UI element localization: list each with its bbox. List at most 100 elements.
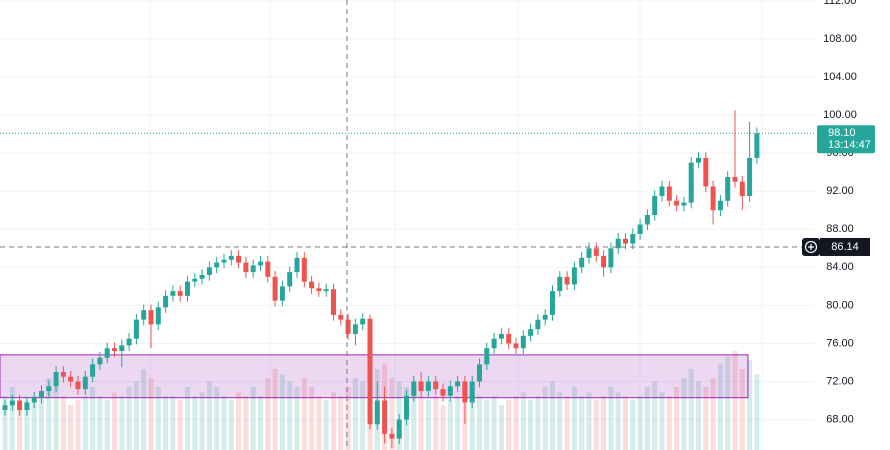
volume-bar	[586, 392, 592, 450]
candle-body	[520, 335, 526, 349]
volume-bar	[141, 369, 147, 450]
volume-bar	[331, 392, 336, 450]
candle-body	[185, 281, 190, 296]
candle-body	[389, 433, 395, 439]
candle-body	[747, 157, 753, 196]
countdown: 13:14:47	[828, 139, 871, 151]
candle-body	[739, 181, 745, 196]
volume-bar	[258, 396, 263, 450]
volume-bar	[323, 399, 329, 450]
candle-body	[367, 318, 373, 425]
candle-body	[60, 371, 66, 377]
candle-body	[498, 333, 504, 339]
candle-body	[550, 291, 555, 315]
volume-bar	[557, 392, 563, 450]
volume-bar	[250, 387, 256, 450]
volume-bar	[31, 396, 37, 450]
crosshair-plus-icon	[804, 240, 818, 254]
candle-body	[265, 261, 271, 277]
candle-body	[462, 381, 468, 403]
volume-bar	[637, 396, 643, 450]
candle-body	[710, 186, 716, 211]
candle-body	[528, 329, 534, 336]
y-tick-label: 68.00	[826, 413, 854, 425]
volume-bar	[550, 381, 555, 450]
candle-body	[484, 348, 490, 365]
volume-bar	[214, 387, 220, 450]
candle-body	[258, 261, 263, 266]
volume-bar	[425, 399, 431, 450]
volume-bar	[53, 387, 59, 450]
candle-body	[112, 348, 117, 352]
volume-bar	[732, 351, 738, 450]
candle-body	[309, 281, 315, 289]
volume-bar	[265, 378, 271, 450]
candle-body	[630, 234, 636, 244]
volume-bar	[506, 399, 512, 450]
candle-body	[279, 286, 285, 301]
volume-bar	[469, 392, 475, 450]
volume-bar	[279, 374, 285, 450]
candle-body	[141, 310, 147, 320]
volume-bar	[2, 396, 8, 450]
candle-body	[97, 357, 103, 365]
volume-bar	[630, 399, 636, 450]
candle-body	[535, 319, 541, 330]
volume-bar	[440, 405, 446, 450]
candle-body	[440, 389, 446, 396]
candle-body	[564, 276, 570, 285]
crosshair-price-box	[820, 237, 870, 256]
volume-bar	[498, 405, 504, 450]
candle-body	[455, 381, 461, 387]
volume-bar	[24, 399, 30, 450]
volume-bar	[90, 387, 96, 450]
volume-bar	[564, 396, 570, 450]
volume-bar	[623, 396, 628, 450]
candle-body	[46, 386, 52, 392]
candle-body	[206, 267, 212, 275]
volume-bar	[710, 378, 716, 450]
volume-bar	[243, 396, 249, 450]
candle-body	[433, 381, 439, 390]
volume-bar	[17, 405, 23, 450]
candle-body	[243, 262, 249, 273]
volume-bar	[484, 399, 490, 450]
candle-body	[732, 176, 738, 182]
candle-body	[754, 133, 760, 158]
volume-bar	[82, 396, 88, 450]
y-tick-label: 88.00	[826, 223, 854, 235]
y-tick-label: 76.00	[826, 337, 854, 349]
volume-bar	[754, 374, 760, 450]
candle-body	[287, 272, 293, 287]
volume-bar	[542, 387, 548, 450]
candle-body	[199, 274, 205, 279]
candle-body	[506, 333, 512, 344]
candle-body	[557, 276, 563, 292]
candle-body	[586, 248, 592, 258]
volume-bar	[221, 396, 227, 450]
volume-bar	[192, 396, 198, 450]
candle-body	[221, 259, 227, 263]
volume-bar	[688, 369, 694, 450]
volume-bar	[608, 387, 614, 450]
candle-body	[425, 381, 431, 392]
volume-bar	[206, 381, 212, 450]
candle-body	[316, 288, 322, 292]
y-tick-label: 100.00	[823, 109, 857, 121]
candle-body	[126, 338, 132, 346]
candle-body	[666, 186, 672, 201]
volume-bar	[177, 399, 183, 450]
volume-bar	[360, 381, 366, 450]
volume-bar	[455, 396, 461, 450]
candle-body	[623, 238, 628, 244]
volume-bar	[491, 396, 497, 450]
candle-body	[418, 381, 424, 392]
y-tick-label: 80.00	[826, 299, 854, 311]
y-tick-label: 112.00	[824, 0, 857, 7]
candle-body	[214, 262, 220, 268]
volume-bar	[148, 378, 154, 450]
volume-bar	[747, 360, 753, 450]
candle-body	[615, 238, 621, 249]
candle-body	[90, 364, 96, 377]
